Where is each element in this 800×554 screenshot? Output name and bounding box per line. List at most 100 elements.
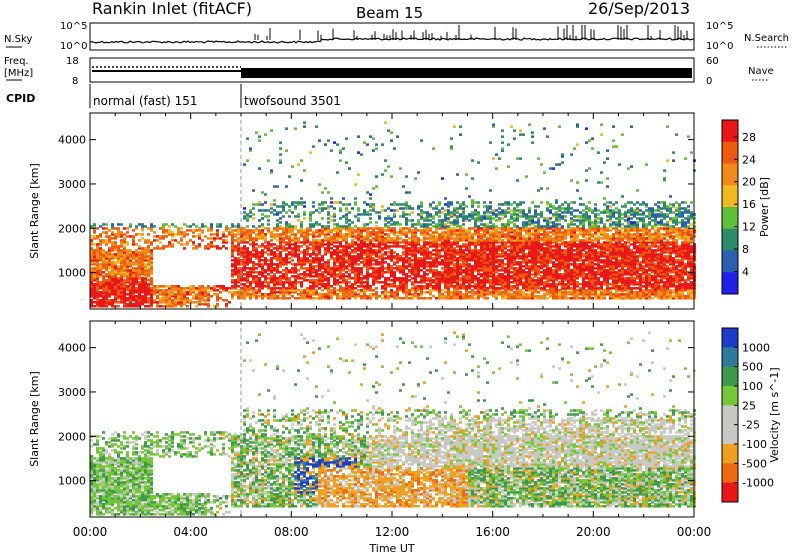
echo-cell (282, 201, 285, 204)
echo-cell (432, 271, 435, 274)
echo-cell (270, 239, 273, 242)
echo-cell (273, 275, 276, 278)
echo-cell (330, 197, 333, 200)
freq-band-twofsound (241, 68, 692, 78)
echo-cell (291, 165, 294, 168)
echo-cell (105, 265, 108, 268)
echo-cell (546, 209, 549, 212)
echo-cell (516, 277, 519, 280)
echo-cell (414, 285, 417, 288)
echo-cell (405, 247, 408, 250)
echo-cell (390, 219, 393, 222)
echo-cell (369, 257, 372, 260)
echo-cell (555, 293, 558, 296)
echo-cell (300, 265, 303, 268)
echo-cell (285, 127, 288, 130)
echo-cell (390, 267, 393, 270)
echo-cell (522, 213, 525, 216)
echo-cell (294, 269, 297, 272)
echo-cell (525, 277, 528, 280)
echo-cell (354, 267, 357, 270)
echo-cell (105, 255, 108, 258)
echo-cell (186, 243, 189, 246)
echo-cell (375, 243, 378, 246)
echo-cell (237, 263, 240, 266)
echo-cell (273, 279, 276, 282)
echo-cell (537, 259, 540, 262)
echo-cell (501, 147, 504, 150)
echo-cell (111, 273, 114, 276)
echo-cell (294, 289, 297, 292)
echo-cell (234, 273, 237, 276)
echo-cell (423, 233, 426, 236)
echo-cell (240, 229, 243, 232)
echo-cell (168, 301, 171, 304)
echo-cell (540, 297, 543, 300)
echo-cell (258, 231, 261, 234)
echo-cell (177, 285, 180, 288)
echo-cell (411, 233, 414, 236)
echo-cell (489, 293, 492, 296)
echo-cell (357, 289, 360, 292)
echo-cell (102, 293, 105, 296)
echo-cell (114, 233, 117, 236)
echo-cell (552, 277, 555, 280)
echo-cell (354, 235, 357, 238)
echo-cell (399, 207, 402, 210)
echo-cell (288, 289, 291, 292)
echo-cell (279, 283, 282, 286)
echo-cell (183, 243, 186, 246)
echo-cell (471, 269, 474, 272)
echo-cell (348, 293, 351, 296)
echo-cell (474, 283, 477, 286)
echo-cell (321, 257, 324, 260)
echo-cell (489, 207, 492, 210)
echo-cell (390, 217, 393, 220)
echo-cell (246, 217, 249, 220)
echo-cell (474, 267, 477, 270)
echo-cell (312, 261, 315, 264)
echo-cell (474, 269, 477, 272)
echo-cell (348, 297, 351, 300)
echo-cell (345, 255, 348, 258)
echo-cell (150, 293, 153, 296)
echo-cell (297, 215, 300, 218)
echo-cell (420, 261, 423, 264)
echo-cell (465, 295, 468, 298)
echo-cell (459, 267, 462, 270)
echo-cell (333, 207, 336, 210)
echo-cell (321, 225, 324, 228)
echo-cell (207, 305, 210, 308)
echo-cell (477, 229, 480, 232)
echo-cell (528, 297, 531, 300)
echo-cell (510, 227, 513, 230)
echo-cell (492, 295, 495, 298)
echo-cell (366, 247, 369, 250)
echo-cell (354, 237, 357, 240)
echo-cell (549, 211, 552, 214)
echo-cell (258, 203, 261, 206)
echo-cell (375, 233, 378, 236)
echo-cell (162, 297, 165, 300)
echo-cell (384, 287, 387, 290)
echo-cell (102, 291, 105, 294)
echo-cell (405, 267, 408, 270)
echo-cell (279, 239, 282, 242)
echo-cell (357, 243, 360, 246)
echo-cell (543, 263, 546, 266)
echo-cell (267, 219, 270, 222)
echo-cell (453, 259, 456, 262)
echo-cell (285, 273, 288, 276)
echo-cell (519, 239, 522, 242)
echo-cell (117, 287, 120, 290)
echo-cell (408, 251, 411, 254)
echo-cell (288, 293, 291, 296)
echo-cell (351, 259, 354, 262)
echo-cell (249, 271, 252, 274)
echo-cell (258, 263, 261, 266)
echo-cell (120, 235, 123, 238)
echo-cell (480, 249, 483, 252)
echo-cell (435, 249, 438, 252)
echo-cell (378, 245, 381, 248)
echo-cell (360, 273, 363, 276)
